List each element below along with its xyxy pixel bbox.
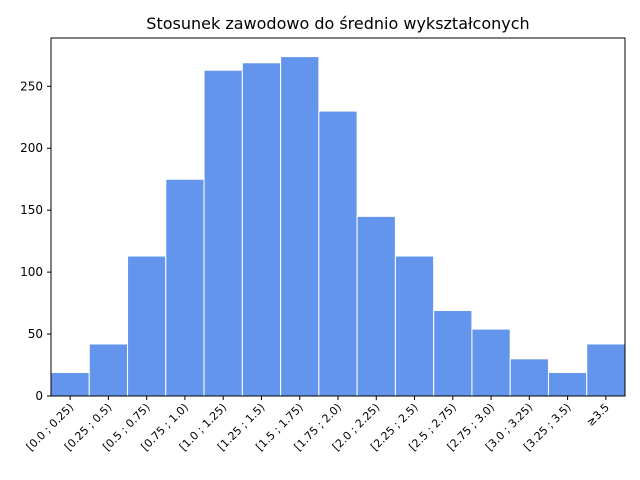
bar-4 xyxy=(203,69,243,397)
bar-3 xyxy=(165,178,205,397)
y-tick-label-0: 0 xyxy=(35,389,43,403)
bar-5 xyxy=(241,62,282,397)
x-tick-label-14: ≥3.5 xyxy=(584,401,612,429)
bar-14 xyxy=(586,343,626,397)
bar-10 xyxy=(433,310,473,397)
bar-12 xyxy=(509,358,549,397)
bar-2 xyxy=(127,255,167,397)
y-tick-label-2: 100 xyxy=(20,265,43,279)
bars-group xyxy=(50,56,626,397)
bar-8 xyxy=(356,215,396,397)
chart-title: Stosunek zawodowo do średnio wykształcon… xyxy=(146,14,529,33)
bar-6 xyxy=(280,56,320,397)
plot-frame xyxy=(50,37,626,397)
y-axis: 0 50 100 150 200 250 xyxy=(20,79,51,403)
y-tick-label-3: 150 xyxy=(20,203,43,217)
y-tick-label-5: 250 xyxy=(20,79,43,93)
y-tick-label-4: 200 xyxy=(20,141,43,155)
bar-0 xyxy=(50,371,90,397)
bar-9 xyxy=(394,255,435,397)
bar-13 xyxy=(547,371,588,397)
bar-11 xyxy=(471,328,511,397)
bar-1 xyxy=(88,343,129,397)
x-axis: [0.0 ; 0.25)[0.25 ; 0.5)[0.5 ; 0.75)[0.7… xyxy=(24,396,612,453)
bar-7 xyxy=(318,110,358,397)
y-tick-label-1: 50 xyxy=(28,327,43,341)
